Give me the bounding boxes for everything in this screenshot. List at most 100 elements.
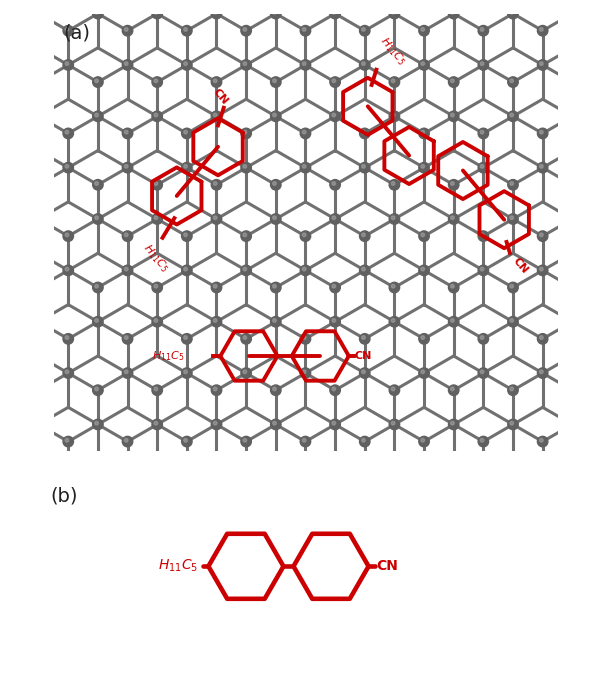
Circle shape xyxy=(508,111,518,122)
Circle shape xyxy=(152,214,162,224)
Circle shape xyxy=(332,10,335,14)
Circle shape xyxy=(92,214,103,224)
Circle shape xyxy=(241,231,252,241)
Circle shape xyxy=(184,233,187,237)
Circle shape xyxy=(362,336,365,339)
Circle shape xyxy=(359,265,370,275)
Circle shape xyxy=(389,385,400,396)
Circle shape xyxy=(478,25,488,36)
Circle shape xyxy=(152,420,162,430)
Circle shape xyxy=(391,319,395,322)
Circle shape xyxy=(449,77,459,87)
Circle shape xyxy=(540,336,543,339)
Circle shape xyxy=(273,10,276,14)
Circle shape xyxy=(182,129,192,139)
Circle shape xyxy=(478,231,488,241)
Circle shape xyxy=(35,216,39,220)
Circle shape xyxy=(510,284,513,288)
Circle shape xyxy=(273,319,276,322)
Circle shape xyxy=(271,282,281,292)
Circle shape xyxy=(421,28,425,31)
Circle shape xyxy=(567,180,578,190)
Circle shape xyxy=(567,77,578,87)
Circle shape xyxy=(510,10,513,14)
Circle shape xyxy=(95,319,99,322)
Circle shape xyxy=(65,233,69,237)
Circle shape xyxy=(302,131,306,134)
Circle shape xyxy=(65,439,69,442)
Circle shape xyxy=(182,163,192,173)
Circle shape xyxy=(302,267,306,271)
Circle shape xyxy=(211,180,222,190)
Circle shape xyxy=(330,77,340,87)
Circle shape xyxy=(211,316,222,327)
Circle shape xyxy=(421,233,425,237)
Circle shape xyxy=(34,77,44,87)
Circle shape xyxy=(184,336,187,339)
Circle shape xyxy=(243,336,247,339)
Circle shape xyxy=(182,60,192,70)
Circle shape xyxy=(271,316,281,327)
Circle shape xyxy=(419,437,429,447)
Circle shape xyxy=(450,182,454,186)
Circle shape xyxy=(92,8,103,19)
Circle shape xyxy=(214,79,217,82)
Circle shape xyxy=(567,111,578,122)
Circle shape xyxy=(154,10,158,14)
Circle shape xyxy=(273,422,276,425)
Circle shape xyxy=(421,370,425,373)
Circle shape xyxy=(154,319,158,322)
Circle shape xyxy=(211,282,222,292)
Circle shape xyxy=(184,370,187,373)
Circle shape xyxy=(154,79,158,82)
Circle shape xyxy=(34,111,44,122)
Circle shape xyxy=(211,214,222,224)
Circle shape xyxy=(273,79,276,82)
Circle shape xyxy=(154,182,158,186)
Circle shape xyxy=(540,62,543,65)
Circle shape xyxy=(478,334,488,344)
Circle shape xyxy=(537,334,548,344)
Circle shape xyxy=(391,422,395,425)
Circle shape xyxy=(35,422,39,425)
Circle shape xyxy=(65,370,69,373)
Circle shape xyxy=(510,319,513,322)
Circle shape xyxy=(95,113,99,117)
Circle shape xyxy=(569,113,573,117)
Circle shape xyxy=(63,60,73,70)
Circle shape xyxy=(214,216,217,220)
Circle shape xyxy=(362,62,365,65)
Circle shape xyxy=(184,267,187,271)
Circle shape xyxy=(421,336,425,339)
Circle shape xyxy=(95,422,99,425)
Circle shape xyxy=(241,163,252,173)
Circle shape xyxy=(480,439,484,442)
Circle shape xyxy=(419,334,429,344)
Circle shape xyxy=(92,77,103,87)
Circle shape xyxy=(182,231,192,241)
Circle shape xyxy=(182,334,192,344)
Circle shape xyxy=(359,163,370,173)
Text: $H_{11}C_5$: $H_{11}C_5$ xyxy=(152,349,185,363)
Circle shape xyxy=(330,111,340,122)
Circle shape xyxy=(241,60,252,70)
Circle shape xyxy=(567,8,578,19)
Circle shape xyxy=(122,437,133,447)
Circle shape xyxy=(65,267,69,271)
Circle shape xyxy=(450,422,454,425)
Circle shape xyxy=(92,385,103,396)
Circle shape xyxy=(95,216,99,220)
Circle shape xyxy=(65,336,69,339)
Circle shape xyxy=(449,214,459,224)
Circle shape xyxy=(510,182,513,186)
Circle shape xyxy=(300,437,311,447)
Circle shape xyxy=(154,422,158,425)
Text: CN: CN xyxy=(511,256,530,275)
Circle shape xyxy=(362,439,365,442)
Circle shape xyxy=(214,319,217,322)
Circle shape xyxy=(34,420,44,430)
Circle shape xyxy=(124,336,128,339)
Circle shape xyxy=(480,28,484,31)
Circle shape xyxy=(362,370,365,373)
Circle shape xyxy=(537,231,548,241)
